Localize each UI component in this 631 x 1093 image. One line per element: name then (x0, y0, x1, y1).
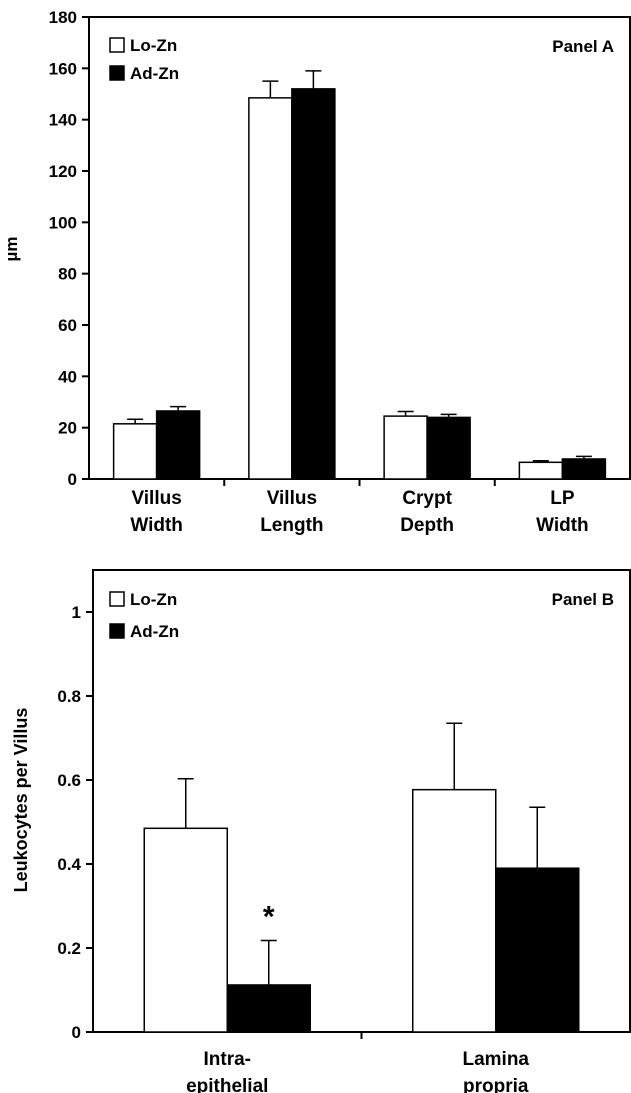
y-tick-label: 0.6 (57, 771, 81, 790)
bar-ad-zn-1 (291, 88, 336, 480)
y-tick-label: 0.8 (57, 687, 81, 706)
plot-frame (88, 16, 631, 480)
panel-b-chart: 0 0.2 0.4 0.6 0.8 1 Leukocytes per Villus Intra… (11, 569, 631, 1093)
x-category-label: Intra- (204, 1049, 252, 1070)
bar-lo-zn-0 (143, 827, 228, 1033)
bar-ad-zn-0 (226, 984, 311, 1033)
y-tick-label: 80 (58, 265, 77, 284)
x-category-label: Villus (131, 488, 181, 509)
y-tick-label: 100 (49, 213, 77, 232)
x-category-label: Depth (400, 515, 454, 536)
bar-lo-zn-2 (383, 415, 428, 480)
x-category-label: epithelial (186, 1076, 268, 1093)
y-tick-label: 0 (68, 470, 77, 489)
x-category-label: propria (463, 1076, 529, 1093)
x-category-label: Crypt (402, 488, 452, 509)
bar-ad-zn-2 (426, 416, 471, 480)
legend-swatch-ad-zn (109, 65, 125, 81)
bar-lo-zn-0 (112, 423, 158, 480)
x-category-label: Width (536, 515, 589, 536)
bar-ad-zn-3 (561, 458, 607, 480)
legend-swatch-ad-zn (109, 623, 125, 639)
legend-label: Lo-Zn (130, 36, 177, 55)
legend-label: Ad-Zn (130, 622, 179, 641)
x-category-label: Length (260, 515, 323, 536)
y-tick-label: 0.2 (57, 939, 81, 958)
x-category-label: LP (550, 488, 575, 509)
significance-asterisk: * (263, 900, 275, 933)
bar-lo-zn-1 (412, 788, 497, 1033)
x-category-label: Width (130, 515, 183, 536)
y-tick-label: 0.4 (57, 855, 81, 874)
y-tick-label: 20 (58, 419, 77, 438)
bar-lo-zn-3 (518, 461, 564, 480)
y-tick-label: 120 (49, 162, 77, 181)
legend-swatch-lo-zn (109, 37, 125, 53)
y-tick-label: 40 (58, 367, 77, 386)
bar-ad-zn-1 (495, 867, 580, 1033)
panel-label: Panel A (552, 37, 614, 56)
legend-label: Ad-Zn (130, 64, 179, 83)
bar-lo-zn-1 (248, 97, 293, 480)
y-tick-label: 1 (72, 603, 81, 622)
y-tick-label: 0 (72, 1023, 81, 1042)
y-axis-label: Leukocytes per Villus (11, 708, 31, 893)
x-category-label: Lamina (462, 1049, 529, 1070)
y-axis-label: µm (2, 237, 21, 262)
y-tick-label: 180 (49, 8, 77, 27)
legend-swatch-lo-zn (109, 591, 125, 607)
panel-a-chart: 0 20 40 60 80 100 120 140 160 180 µm Villus Width Vil… (2, 8, 631, 536)
bar-ad-zn-0 (155, 410, 201, 480)
legend-label: Lo-Zn (130, 590, 177, 609)
x-category-label: Villus (267, 488, 317, 509)
y-tick-label: 60 (58, 316, 77, 335)
y-tick-label: 160 (49, 59, 77, 78)
y-tick-label: 140 (49, 111, 77, 130)
panel-label: Panel B (552, 590, 614, 609)
